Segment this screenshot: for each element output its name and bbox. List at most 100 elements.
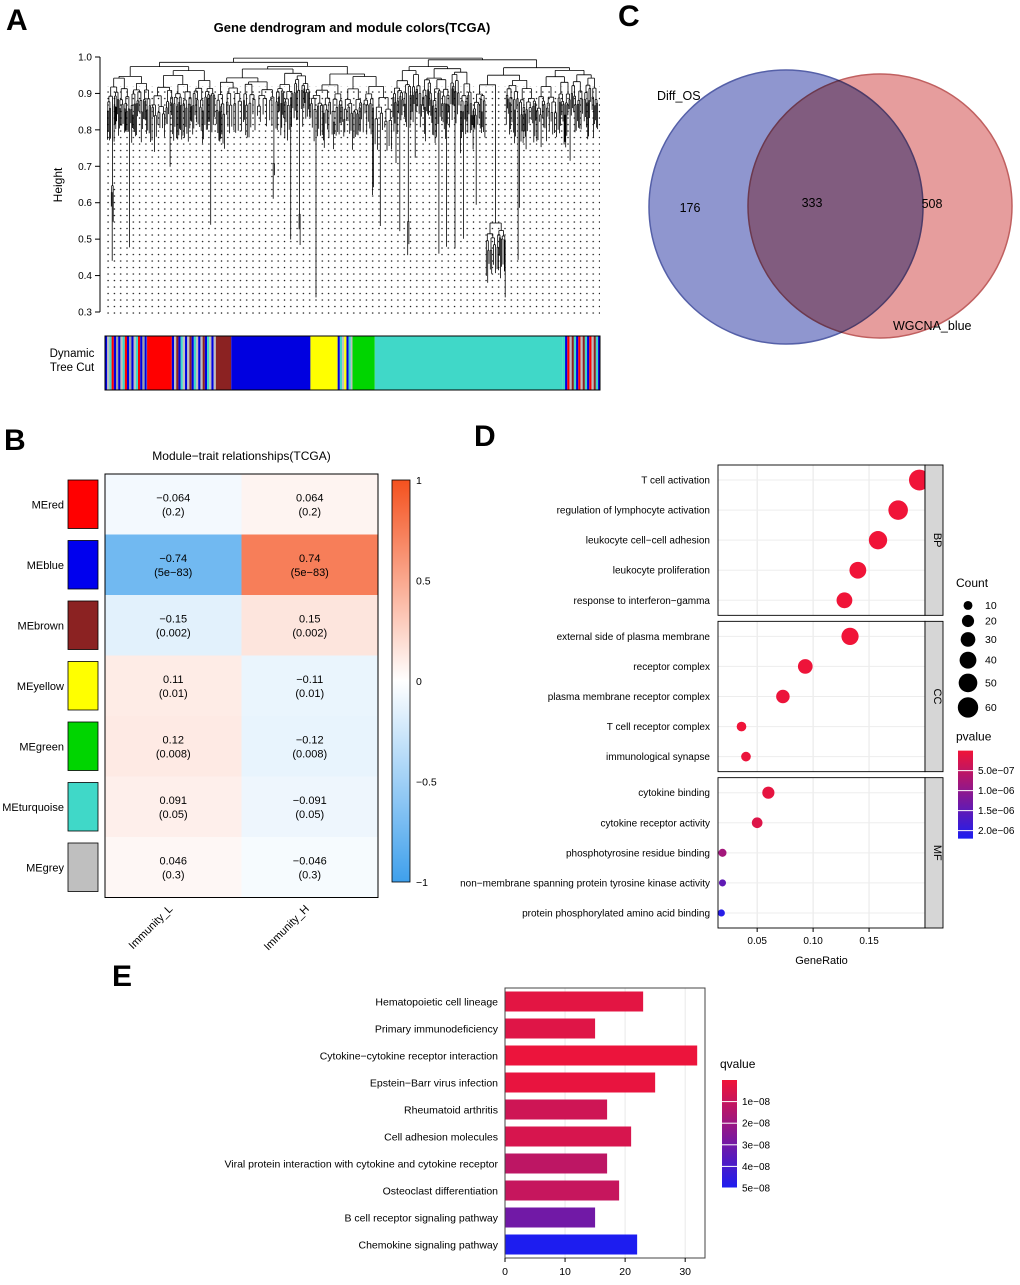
qvalue-tick-label: 1e−08 [742,1097,771,1108]
cell-pvalue: (0.05) [159,809,188,821]
y-axis-title: Height [51,167,65,202]
module-band-stripe [589,336,592,390]
go-term-label: response to interferon−gamma [574,596,711,607]
count-legend-label: 50 [985,677,997,689]
cell-pvalue: (5e−83) [291,567,329,579]
go-dot [717,909,725,917]
x-tick-label: 30 [679,1266,691,1278]
cell-correlation-value: −0.046 [293,855,327,867]
x-tick-label: 0.05 [747,936,767,947]
qvalue-tick-label: 5e−08 [742,1184,771,1195]
x-axis-title: GeneRatio [795,955,848,967]
kegg-term-label: Viral protein interaction with cytokine … [224,1159,498,1171]
cell-pvalue: (0.05) [295,809,324,821]
cell-correlation-value: 0.15 [299,613,320,625]
module-band-stripe [587,336,590,390]
module-band-stripe [131,336,134,390]
module-band-segment [216,336,232,390]
cell-pvalue: (0.01) [295,688,324,700]
module-band-stripe [116,336,119,390]
heatmap-cell [241,595,378,656]
module-row-label: MEred [32,499,64,511]
venn-left-only-count: 176 [680,201,701,215]
kegg-bar [505,1207,596,1228]
heatmap-cell [105,776,242,837]
module-band-segment [231,336,311,390]
go-term-label: non−membrane spanning protein tyrosine k… [460,878,710,889]
module-band-stripe [171,336,175,390]
module-band-stripe [213,336,216,390]
band-label: Dynamic [50,348,95,360]
facet-strip [924,464,944,616]
module-band-stripe [196,336,199,390]
pvalue-legend-title: pvalue [956,730,992,744]
pvalue-tick-label: 5.0e−07 [978,766,1015,777]
y-tick-label: 0.6 [78,198,92,209]
module-band-stripe [120,336,123,390]
module-band-stripe [573,336,577,390]
heatmap-cell [241,655,378,716]
go-dot [797,659,813,674]
module-band-stripe [202,336,205,390]
go-term-label: leukocyte proliferation [613,566,710,577]
count-legend-dot [963,601,973,610]
module-band-stripe [591,336,594,390]
module-band-stripe [182,336,186,390]
cell-correlation-value: 0.064 [296,492,324,504]
go-term-label: cytokine binding [638,788,710,799]
module-band-stripe [118,336,121,390]
colorbar-tick-label: −1 [416,877,428,889]
kegg-term-label: B cell receptor signaling pathway [344,1213,498,1225]
module-band-stripe [144,336,147,390]
panel-a-title: Gene dendrogram and module colors(TCGA) [214,20,491,35]
cell-pvalue: (0.3) [298,869,321,881]
cell-correlation-value: −0.74 [159,553,187,565]
go-term-label: T cell receptor complex [607,722,710,733]
colorbar-tick-label: 1 [416,475,422,487]
module-band-stripe [565,336,568,390]
heatmap-cell [105,716,242,777]
go-dot [841,627,859,645]
module-band-stripe [204,336,208,390]
x-tick-label: 0.10 [803,936,823,947]
cell-pvalue: (0.3) [162,869,185,881]
heatmap-column-label: Immunity_L [127,903,176,952]
module-band-stripe [348,336,351,390]
heatmap-cell [241,776,378,837]
cell-pvalue: (0.002) [292,627,327,639]
venn-left-set-label: Diff_OS [657,89,701,103]
pvalue-colorbar [958,750,973,839]
module-band-stripe [105,336,108,390]
heatmap-cell [241,534,378,595]
module-band-stripe [339,336,343,390]
module-band-stripe [185,336,188,390]
module-row-label: MEbrown [18,620,64,632]
module-band-stripe [562,336,566,390]
module-band-stripe [211,336,214,390]
module-band-stripe [193,336,197,390]
module-band-stripe [584,336,588,390]
panel-label-e: E [112,960,133,993]
kegg-bar [505,1153,608,1174]
module-band-stripe [140,336,143,390]
go-dot [849,561,867,579]
go-dot [868,531,888,550]
x-tick-label: 0 [502,1266,508,1278]
cell-correlation-value: 0.11 [163,674,184,686]
module-band-stripe [122,336,125,390]
module-color-swatch [67,479,99,529]
heatmap-cell [105,595,242,656]
module-color-swatch [67,782,99,832]
module-band-stripe [337,336,340,390]
kegg-term-label: Cell adhesion molecules [384,1132,498,1144]
module-band-stripe [191,336,194,390]
kegg-term-label: Chemokine signaling pathway [359,1240,499,1252]
count-legend-dot [958,673,978,693]
module-band-stripe [178,336,181,390]
module-band-stripe [350,336,354,390]
heatmap-cell [241,474,378,535]
module-band-stripe [198,336,201,390]
go-dot [836,592,853,609]
qvalue-tick-label: 3e−08 [742,1140,771,1151]
module-band-stripe [187,336,190,390]
